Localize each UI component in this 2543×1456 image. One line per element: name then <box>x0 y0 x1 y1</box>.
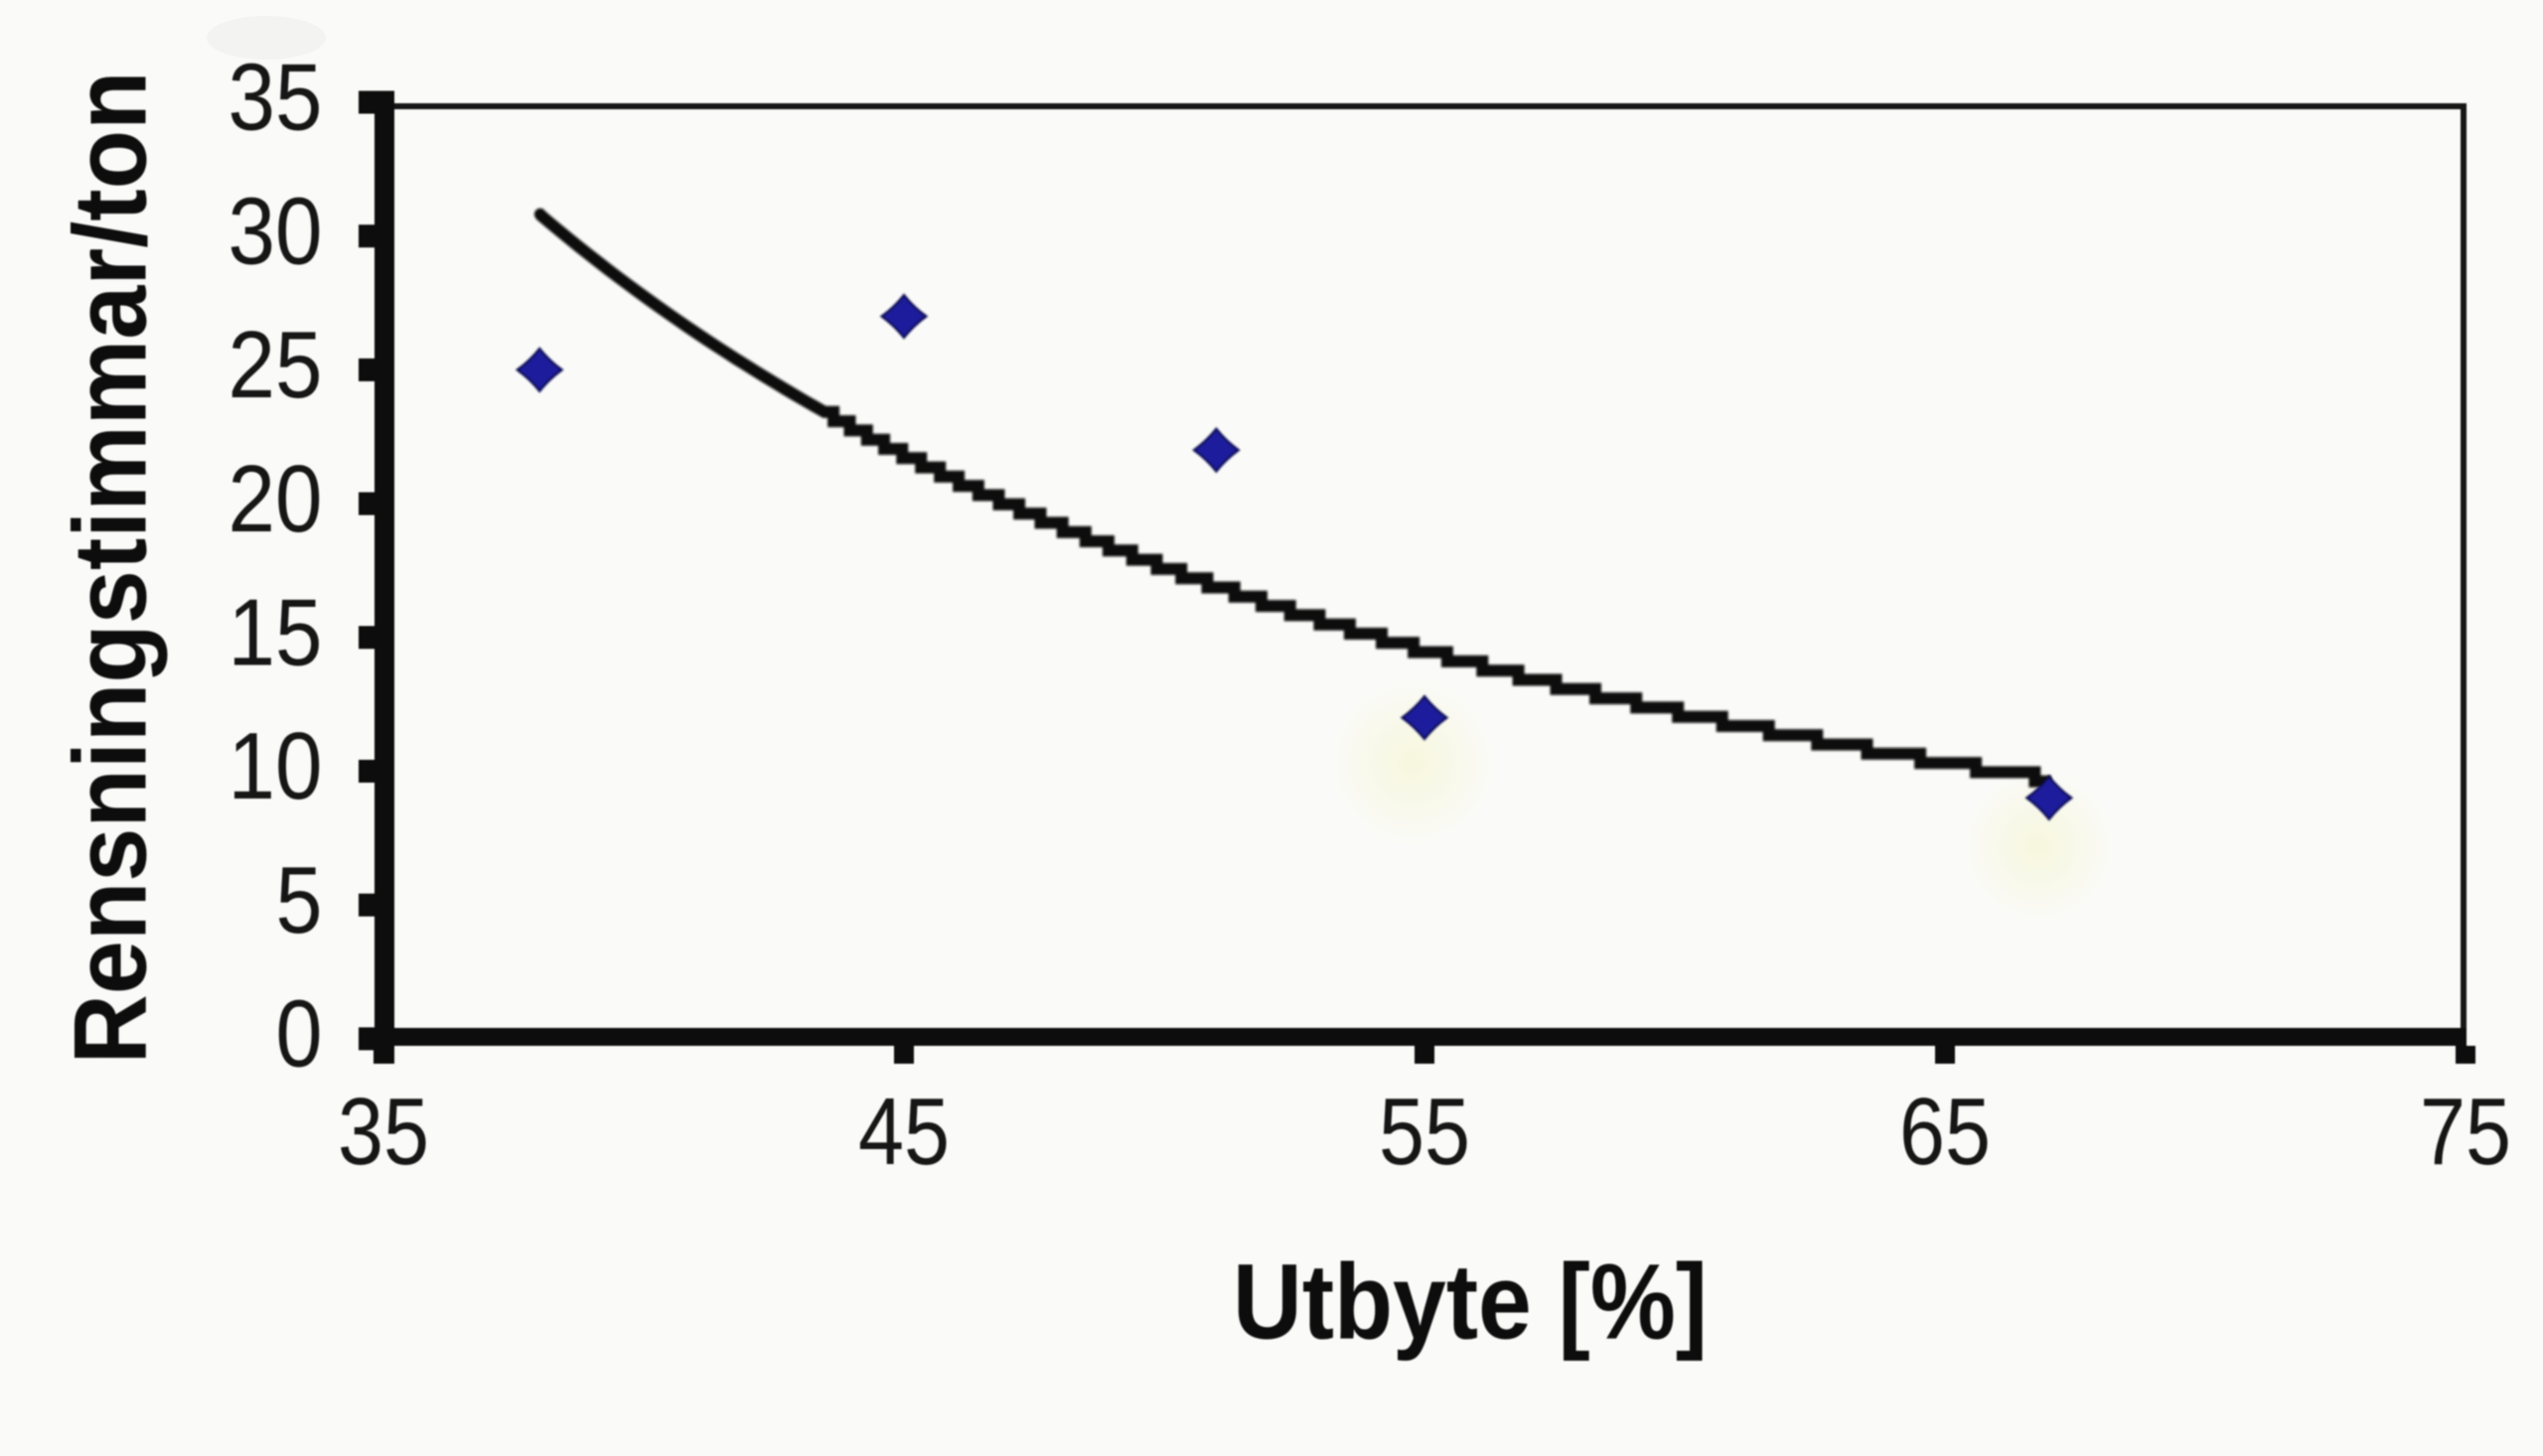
svg-text:25: 25 <box>228 312 323 418</box>
svg-text:5: 5 <box>276 847 323 953</box>
svg-text:75: 75 <box>2420 1079 2511 1185</box>
svg-text:0: 0 <box>276 981 323 1088</box>
svg-text:65: 65 <box>1899 1079 1991 1185</box>
svg-text:15: 15 <box>228 580 323 686</box>
svg-text:Rensningstimmar/ton: Rensningstimmar/ton <box>54 72 169 1065</box>
svg-text:Utbyte [%]: Utbyte [%] <box>1233 1241 1708 1362</box>
svg-text:20: 20 <box>228 446 323 552</box>
svg-text:10: 10 <box>228 713 323 819</box>
svg-text:35: 35 <box>338 1079 429 1185</box>
svg-text:45: 45 <box>858 1079 950 1185</box>
svg-text:55: 55 <box>1379 1079 1470 1185</box>
svg-text:35: 35 <box>228 45 323 151</box>
svg-text:30: 30 <box>228 178 323 284</box>
